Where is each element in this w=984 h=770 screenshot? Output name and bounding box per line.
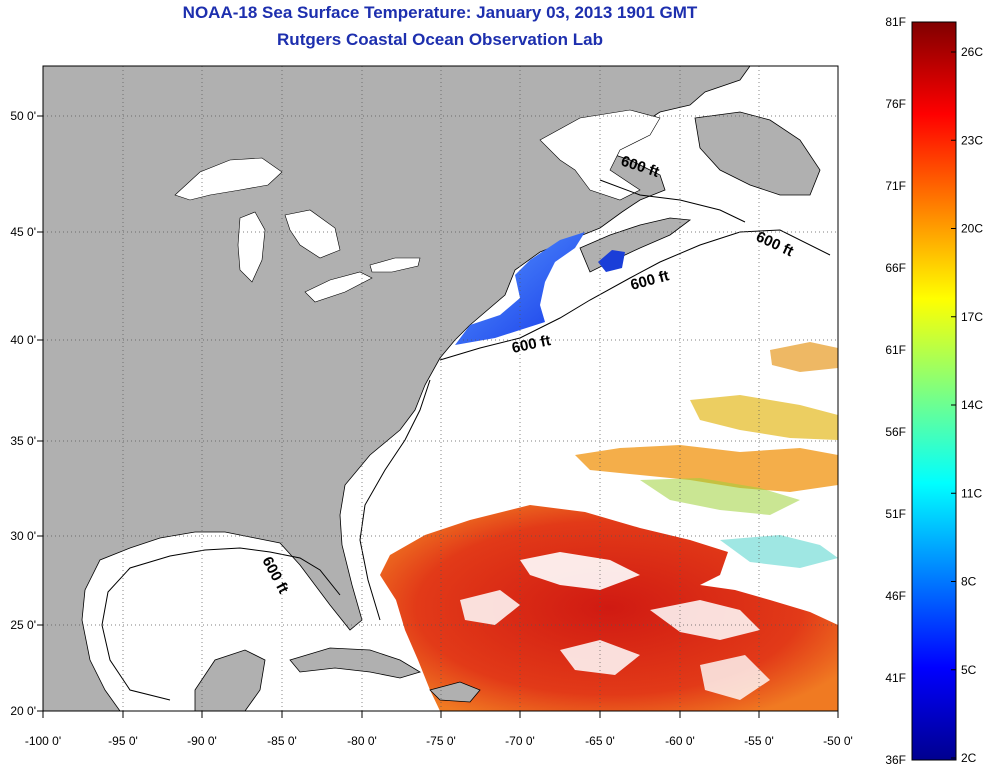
sst-cold-shelf bbox=[455, 232, 585, 345]
sst-mid-band bbox=[575, 445, 838, 492]
graticule bbox=[43, 66, 838, 711]
latitude-tick-label: 50 0' bbox=[10, 109, 36, 123]
land-yucatan bbox=[194, 649, 266, 711]
sst-mid-band bbox=[770, 342, 838, 372]
longitude-tick-label: -60 0' bbox=[665, 734, 695, 748]
longitude-tick-label: -80 0' bbox=[347, 734, 377, 748]
latitude-tick-label: 35 0' bbox=[10, 434, 36, 448]
latitude-axis: 50 0' 45 0' 40 0' 35 0' 30 0' 25 0' 20 0' bbox=[10, 109, 43, 718]
longitude-tick-label: -95 0' bbox=[108, 734, 138, 748]
land-cuba bbox=[289, 647, 421, 679]
great-lake-ontario bbox=[369, 257, 421, 273]
land-newfoundland bbox=[694, 111, 821, 196]
isobath-contour bbox=[439, 229, 831, 361]
sst-mid-band bbox=[720, 535, 838, 568]
longitude-tick-label: -70 0' bbox=[505, 734, 535, 748]
isobath-contour bbox=[599, 179, 746, 223]
longitude-tick-label: -75 0' bbox=[426, 734, 456, 748]
sst-warm-region bbox=[380, 505, 838, 711]
isobath-contour bbox=[359, 379, 431, 621]
map-subtitle: Rutgers Coastal Ocean Observation Lab bbox=[277, 30, 603, 49]
longitude-tick-label: -65 0' bbox=[585, 734, 615, 748]
cloud-gap bbox=[560, 640, 640, 675]
latitude-tick-label: 20 0' bbox=[10, 704, 36, 718]
longitude-tick-label: -100 0' bbox=[25, 734, 61, 748]
cloud-gap bbox=[460, 590, 520, 625]
longitude-tick-label: -85 0' bbox=[267, 734, 297, 748]
sst-mid-band bbox=[690, 395, 838, 440]
latitude-tick-label: 30 0' bbox=[10, 529, 36, 543]
longitude-tick-label: -55 0' bbox=[744, 734, 774, 748]
longitude-tick-label: -90 0' bbox=[187, 734, 217, 748]
isobath-contour bbox=[101, 547, 341, 701]
longitude-tick-label: -50 0' bbox=[823, 734, 853, 748]
longitude-axis: -100 0' -95 0' -90 0' -85 0' -80 0' -75 0' -70… bbox=[25, 711, 853, 748]
great-lake-erie bbox=[304, 271, 373, 303]
sst-mid-band bbox=[640, 478, 800, 515]
sst-cold-shelf bbox=[598, 250, 625, 272]
great-lake-michigan bbox=[237, 211, 266, 283]
latitude-tick-label: 40 0' bbox=[10, 333, 36, 347]
great-lake-superior bbox=[174, 157, 283, 201]
cloud-gap bbox=[520, 552, 640, 590]
land-hispaniola bbox=[429, 681, 481, 703]
cloud-gap bbox=[650, 600, 760, 640]
latitude-tick-label: 25 0' bbox=[10, 618, 36, 632]
map-title: NOAA-18 Sea Surface Temperature: January… bbox=[182, 3, 698, 22]
great-lake-huron bbox=[284, 209, 341, 259]
latitude-tick-label: 45 0' bbox=[10, 225, 36, 239]
cloud-gap bbox=[700, 655, 770, 700]
